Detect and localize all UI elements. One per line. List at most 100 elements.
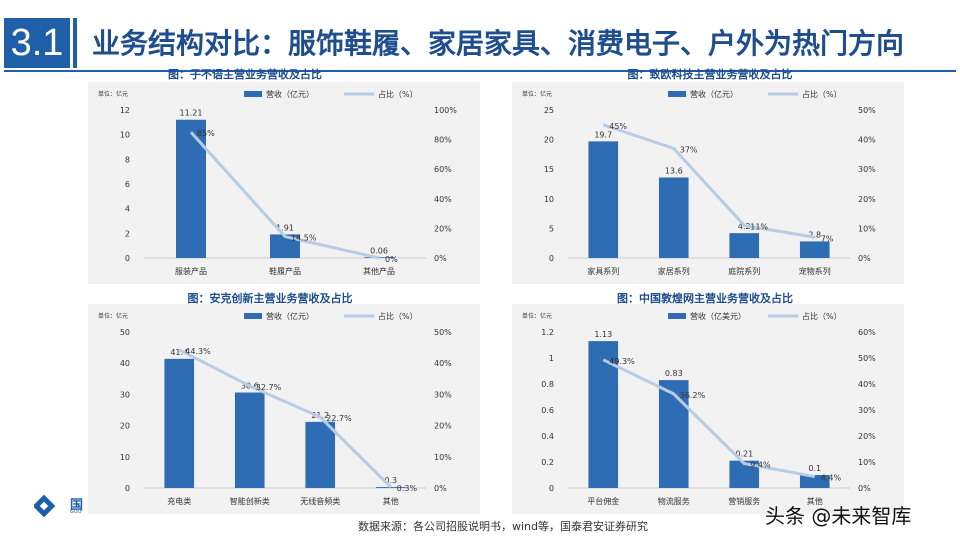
share-label: 85%: [197, 129, 215, 138]
y-tick-label: 0: [549, 484, 554, 493]
chart-zhiou: 单位：亿元 营收（亿元） 占比（%） 0 5 10 15 20 25 0% 10% 20% 30% 40%…: [522, 89, 876, 276]
x-tick-label: 无线音频类: [300, 496, 340, 506]
y-tick-label: 50: [120, 328, 130, 337]
chart-panel-2: 单位：亿元 营收（亿元） 占比（%） 0 5 10 15 20 25 0% 10% 20% 30% 40%…: [512, 82, 904, 284]
x-tick-label: 营销服务: [728, 496, 760, 506]
unit-label: 单位：亿元: [522, 90, 552, 98]
bar: [658, 380, 689, 488]
chart-panel-1: 单位：亿元 营收（亿元） 占比（%） 0 2 4 6 8 10 12 0% 20% 40% 60% 80% 1…: [88, 82, 480, 284]
chart-title-4: 图：中国敦煌网主营业务营收及占比: [617, 292, 793, 305]
share-label: 0%: [385, 255, 398, 264]
y-tick-label: 12: [120, 106, 130, 115]
share-line: [178, 348, 392, 489]
chart-dhgate: 单位：亿元 营收（亿美元） 占比（%） 0 0.2 0.4 0.6 0.8 1 1.2 0% 10% 2…: [522, 311, 876, 506]
y-tick-label: 0.2: [541, 458, 554, 467]
x-tick-label: 家居系列: [658, 266, 690, 276]
x-tick-label: 物流服务: [658, 496, 690, 506]
share-label: 14.5%: [291, 234, 317, 243]
y2-tick-label: 0%: [858, 484, 871, 493]
y-tick-label: 4: [125, 205, 130, 214]
share-line: [602, 123, 815, 239]
x-tick-label: 平台佣金: [587, 496, 619, 506]
header-divider: [4, 70, 956, 72]
bar: [658, 177, 689, 258]
unit-label: 单位：亿元: [98, 90, 128, 98]
y-tick-label: 20: [120, 422, 130, 431]
y-tick-label: 5: [549, 224, 554, 233]
y-tick-label: 10: [544, 195, 554, 204]
legend-bar-label: 营收（亿元）: [690, 89, 738, 99]
share-label: 37%: [680, 145, 698, 154]
chart-title-1: 图：子不语主营业务营收及占比: [168, 68, 322, 81]
x-tick-label: 宠物系列: [799, 266, 831, 276]
y-tick-label: 1.2: [541, 328, 554, 337]
share-label: 4.4%: [821, 474, 842, 483]
y2-tick-label: 40%: [858, 380, 876, 389]
bar: [305, 421, 336, 488]
y-tick-label: 6: [125, 180, 130, 189]
y2-tick-label: 20%: [434, 224, 452, 233]
y2-tick-label: 10%: [858, 458, 876, 467]
y-tick-label: 0: [549, 254, 554, 263]
bar-value-label: 1.13: [594, 330, 612, 339]
y-tick-label: 30: [120, 390, 130, 399]
bar: [375, 487, 406, 488]
section-number: 3.1: [4, 18, 70, 68]
share-line: [189, 131, 380, 260]
y-tick-label: 0.8: [541, 380, 554, 389]
watermark: 头条 @未来智库: [765, 504, 912, 528]
chart-anker: 单位：亿元 营收（亿元） 占比（%） 0 10 20 30 40 50 0% 10% 20% 30% 40…: [98, 311, 452, 506]
y2-tick-label: 80%: [434, 136, 452, 145]
y2-tick-label: 10%: [858, 224, 876, 233]
share-label: 32.7%: [256, 383, 282, 392]
bar-value-label: 19.7: [594, 130, 612, 139]
share-label: 7%: [821, 234, 834, 243]
y2-tick-label: 40%: [434, 195, 452, 204]
legend-bar-label: 营收（亿美元）: [690, 311, 746, 321]
company-logo-text: 国: [70, 498, 84, 513]
company-logo-subtext: GUO: [70, 509, 82, 515]
y2-tick-label: 50%: [858, 106, 876, 115]
legend-line-label: 占比（%）: [802, 89, 842, 99]
y-tick-label: 20: [544, 136, 554, 145]
unit-label: 单位：亿元: [522, 312, 552, 320]
x-tick-label: 其他产品: [363, 266, 395, 276]
y2-tick-label: 30%: [858, 165, 876, 174]
y-tick-label: 8: [125, 155, 130, 164]
y2-tick-label: 10%: [434, 453, 452, 462]
share-label: 0.3%: [397, 484, 418, 493]
y2-tick-label: 20%: [858, 195, 876, 204]
y-tick-label: 2: [125, 229, 130, 238]
bar-value-label: 0.1: [808, 464, 821, 473]
chart-title-3: 图：安克创新主营业务营收及占比: [187, 292, 353, 305]
share-label: 45%: [609, 122, 627, 131]
legend-bar-label: 营收（亿元）: [266, 89, 314, 99]
x-tick-label: 智能创新类: [230, 496, 270, 506]
share-label: 44.3%: [185, 347, 211, 356]
share-line: [602, 358, 816, 479]
chart-title-2: 图：致欧科技主营业务营收及占比: [627, 68, 793, 81]
bar-value-label: 21.2: [311, 411, 329, 420]
share-label: 49.3%: [609, 357, 635, 366]
y2-tick-label: 100%: [434, 106, 457, 115]
bar: [799, 475, 830, 488]
bar-value-label: 0.3: [384, 476, 397, 485]
y-tick-label: 10: [120, 131, 130, 140]
bar-value-label: 13.6: [665, 166, 683, 175]
y-tick-label: 0.6: [541, 406, 554, 415]
y2-tick-label: 0%: [434, 484, 447, 493]
y-tick-label: 0: [125, 254, 130, 263]
x-tick-label: 其他: [807, 496, 823, 506]
y2-tick-label: 40%: [434, 359, 452, 368]
legend-bar-label: 营收（亿元）: [266, 311, 314, 321]
bar-value-label: 1.91: [276, 223, 294, 232]
company-logo-icon: [34, 494, 56, 518]
bar: [270, 234, 300, 258]
legend-bar-swatch: [244, 313, 262, 319]
share-label: 36.2%: [680, 391, 706, 400]
y-tick-label: 25: [544, 106, 554, 115]
y-tick-label: 0: [125, 484, 130, 493]
legend-bar-swatch: [668, 91, 686, 97]
x-tick-label: 家具系列: [587, 266, 619, 276]
legend-bar-swatch: [668, 313, 686, 319]
